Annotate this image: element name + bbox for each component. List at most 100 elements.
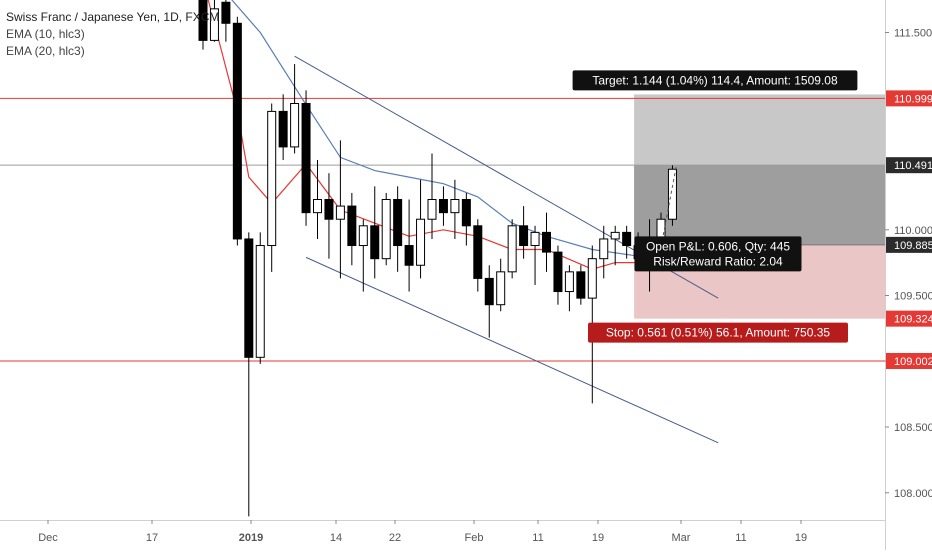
candle-body bbox=[496, 271, 506, 306]
position-dashed-line bbox=[660, 165, 677, 247]
candle-body bbox=[553, 251, 563, 293]
x-tick-label: Feb bbox=[465, 532, 484, 544]
candle-body bbox=[542, 231, 551, 253]
candle-body bbox=[461, 199, 471, 227]
x-tick-label: Mar bbox=[672, 532, 691, 544]
candle-body bbox=[610, 231, 620, 240]
candle bbox=[576, 265, 586, 305]
candle bbox=[313, 160, 322, 239]
candle-body bbox=[473, 225, 483, 279]
candle bbox=[484, 265, 494, 338]
candle bbox=[255, 232, 265, 364]
candle bbox=[290, 64, 300, 154]
target-label-bg bbox=[572, 70, 858, 91]
candle bbox=[278, 94, 288, 161]
candle-body bbox=[416, 218, 426, 266]
candle-body bbox=[381, 199, 391, 260]
candle bbox=[427, 153, 437, 239]
price-label-bg bbox=[886, 90, 932, 107]
price-label-bg bbox=[886, 157, 932, 174]
open-pl-label-bg bbox=[634, 236, 802, 272]
x-tick-label: 22 bbox=[389, 532, 401, 544]
candle bbox=[667, 165, 677, 226]
candle-body bbox=[221, 1, 231, 24]
price-label: 110.491 bbox=[894, 160, 932, 172]
candle bbox=[370, 186, 380, 279]
candle-body bbox=[313, 199, 322, 214]
candle bbox=[416, 179, 426, 279]
candle-body bbox=[564, 271, 574, 293]
stop-label: Stop: 0.561 (0.51%) 56.1, Amount: 750.35 bbox=[588, 322, 848, 343]
x-tick-label: 17 bbox=[146, 532, 158, 544]
x-tick-label: 19 bbox=[795, 532, 807, 544]
price-label-bg bbox=[886, 310, 932, 327]
candle bbox=[496, 258, 506, 312]
candle bbox=[530, 225, 540, 285]
y-tick-label: 110.000 bbox=[894, 225, 932, 237]
ema20-legend: EMA (20, hlc3) bbox=[6, 44, 85, 58]
candle bbox=[198, 0, 208, 50]
chart-title: Swiss Franc / Japanese Yen, 1D, FXCM bbox=[6, 10, 220, 24]
candle-body bbox=[427, 199, 437, 220]
candle-body bbox=[301, 103, 311, 214]
candle bbox=[244, 232, 254, 517]
candle bbox=[450, 179, 460, 239]
candle-body bbox=[507, 225, 517, 273]
candle bbox=[324, 173, 334, 259]
candle bbox=[393, 186, 403, 272]
price-label-bg bbox=[886, 352, 932, 369]
candle-body bbox=[667, 168, 677, 220]
candle bbox=[542, 212, 551, 272]
candle bbox=[473, 219, 483, 292]
candle bbox=[519, 206, 529, 259]
candle-body bbox=[484, 277, 494, 306]
stop-label-text: Stop: 0.561 (0.51%) 56.1, Amount: 750.35 bbox=[606, 326, 830, 340]
open-pl-label-text: Open P&L: 0.606, Qty: 445 bbox=[646, 239, 790, 253]
chart-legend: Swiss Franc / Japanese Yen, 1D, FXCM EMA… bbox=[6, 9, 219, 60]
candle bbox=[381, 192, 391, 266]
candle bbox=[221, 0, 231, 42]
candle-body bbox=[255, 245, 265, 358]
candle-body bbox=[358, 225, 368, 247]
candle-body bbox=[404, 245, 414, 266]
candle-body bbox=[267, 110, 277, 247]
stop-label-bg bbox=[588, 322, 848, 343]
trendline-1 bbox=[305, 256, 719, 444]
x-tick-label: 14 bbox=[330, 532, 342, 544]
x-tick-label: 19 bbox=[592, 532, 604, 544]
target-label: Target: 1.144 (1.04%) 114.4, Amount: 150… bbox=[572, 70, 858, 91]
candle-body bbox=[519, 225, 529, 247]
candle-body bbox=[450, 199, 460, 214]
candle-body bbox=[370, 225, 380, 260]
candle bbox=[209, 0, 219, 42]
candle bbox=[301, 90, 311, 226]
candle-body bbox=[622, 231, 632, 247]
candle-body bbox=[438, 199, 448, 214]
candle-body bbox=[335, 205, 345, 220]
price-label: 109.885 bbox=[894, 240, 932, 252]
x-tick-label: Dec bbox=[38, 532, 58, 544]
candle bbox=[347, 192, 357, 266]
candle bbox=[404, 199, 414, 292]
candle-body bbox=[324, 199, 334, 220]
candle bbox=[232, 16, 242, 246]
candle bbox=[610, 225, 620, 266]
candle-body bbox=[278, 110, 288, 148]
candle-body bbox=[244, 238, 254, 358]
price-label: 109.324 bbox=[894, 314, 932, 326]
candle bbox=[507, 219, 517, 279]
candle-body bbox=[530, 231, 540, 247]
candle bbox=[335, 140, 345, 279]
ema10-line bbox=[207, 0, 673, 270]
x-tick-label: 2019 bbox=[239, 532, 263, 544]
candle bbox=[461, 192, 471, 246]
price-label-bg bbox=[886, 236, 932, 253]
candle-body bbox=[232, 22, 242, 240]
candle-body bbox=[198, 0, 208, 41]
y-tick-label: 108.500 bbox=[894, 422, 932, 434]
candle-body bbox=[209, 8, 219, 41]
price-label: 109.002 bbox=[894, 356, 932, 368]
y-tick-label: 108.000 bbox=[894, 488, 932, 500]
